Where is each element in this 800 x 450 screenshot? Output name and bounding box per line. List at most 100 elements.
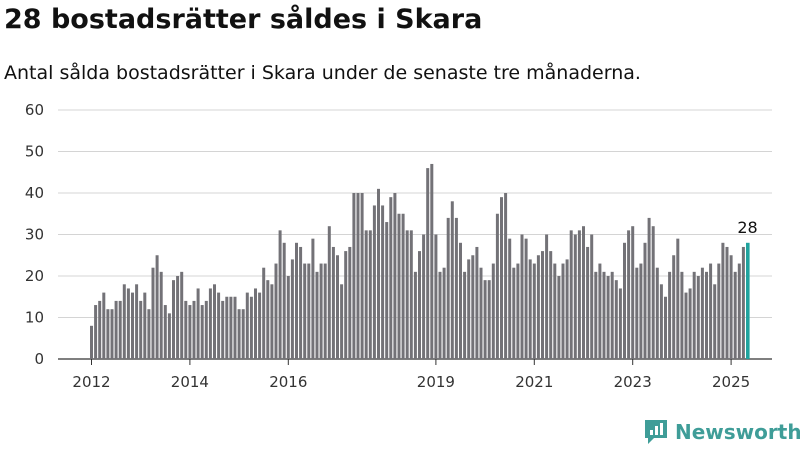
bar <box>561 263 565 359</box>
bar <box>483 280 487 359</box>
bar <box>167 313 171 359</box>
bar <box>709 263 713 359</box>
bar <box>680 271 684 359</box>
bar <box>459 242 462 359</box>
bar <box>315 271 319 359</box>
bar <box>454 217 458 359</box>
bar <box>131 292 134 359</box>
bar <box>438 271 442 359</box>
bar <box>409 230 413 359</box>
bar <box>631 226 635 359</box>
bar <box>508 238 512 359</box>
bar <box>163 305 167 359</box>
bar <box>397 213 401 359</box>
bar <box>352 193 356 359</box>
bar <box>516 263 520 359</box>
bar <box>463 271 467 359</box>
bar <box>393 193 397 359</box>
bar <box>356 193 360 359</box>
bar <box>586 246 590 359</box>
bar <box>471 255 475 359</box>
bar <box>639 263 643 359</box>
x-tick-label: 2016 <box>269 373 307 391</box>
bar <box>204 300 208 359</box>
y-tick-label: 0 <box>34 350 44 368</box>
y-tick-label: 20 <box>25 267 44 285</box>
bar <box>692 271 696 359</box>
bar <box>94 305 98 359</box>
bars <box>90 163 750 359</box>
bar <box>610 271 614 359</box>
bar <box>200 305 204 359</box>
bar <box>676 238 680 359</box>
bar <box>549 251 553 359</box>
bar <box>602 271 606 359</box>
bar <box>323 263 327 359</box>
bar <box>573 234 577 359</box>
bar <box>188 305 192 359</box>
bar <box>102 292 106 359</box>
bar <box>627 230 631 359</box>
latest-value-label: 28 <box>737 218 757 237</box>
bar <box>594 271 598 359</box>
bar <box>647 217 651 359</box>
bar <box>327 226 331 359</box>
bar <box>504 193 508 359</box>
bar <box>733 271 737 359</box>
bar <box>442 267 446 359</box>
bar <box>208 288 212 359</box>
y-tick-label: 60 <box>25 101 44 119</box>
bar <box>377 188 380 359</box>
bar <box>172 280 175 359</box>
bar <box>713 284 717 359</box>
bar <box>241 309 245 359</box>
bar <box>545 234 549 359</box>
bar <box>487 280 491 359</box>
bar <box>659 284 663 359</box>
bar <box>340 284 344 359</box>
bar <box>225 296 229 359</box>
x-axis-ticks: 2012 2014 2016 2019 2021 2023 2025 <box>72 359 750 391</box>
bar <box>450 201 454 359</box>
bar <box>290 259 294 359</box>
bar <box>229 296 233 359</box>
bar <box>528 259 532 359</box>
bar <box>430 163 434 359</box>
bar <box>364 230 368 359</box>
bar <box>696 276 700 359</box>
bar <box>684 292 688 359</box>
bar <box>700 267 704 359</box>
newsworthy-logo: Newsworthy <box>643 418 800 446</box>
bar <box>623 242 626 359</box>
bar <box>614 280 618 359</box>
x-tick-label: 2023 <box>614 373 652 391</box>
bar <box>221 300 225 359</box>
bar <box>299 246 303 359</box>
x-tick-label: 2019 <box>417 373 455 391</box>
y-tick-label: 50 <box>25 143 44 161</box>
bar <box>500 197 503 359</box>
bar <box>434 234 438 359</box>
bar <box>118 300 122 359</box>
bar <box>413 271 417 359</box>
bar <box>582 226 585 359</box>
bar <box>524 238 528 359</box>
bar <box>262 267 266 359</box>
bar <box>741 246 745 359</box>
bar <box>401 213 405 359</box>
bar <box>184 300 188 359</box>
bar <box>512 267 516 359</box>
newsworthy-logo-icon <box>645 420 667 444</box>
bar <box>553 263 557 359</box>
x-tick-label: 2014 <box>171 373 209 391</box>
bar <box>180 271 184 359</box>
bar <box>577 230 581 359</box>
bar <box>606 276 610 359</box>
bar <box>491 263 495 359</box>
bar <box>237 309 241 359</box>
bar-latest <box>746 242 750 359</box>
bar <box>258 292 262 359</box>
bar <box>360 193 364 359</box>
y-tick-label: 30 <box>25 226 44 244</box>
bar <box>192 300 196 359</box>
